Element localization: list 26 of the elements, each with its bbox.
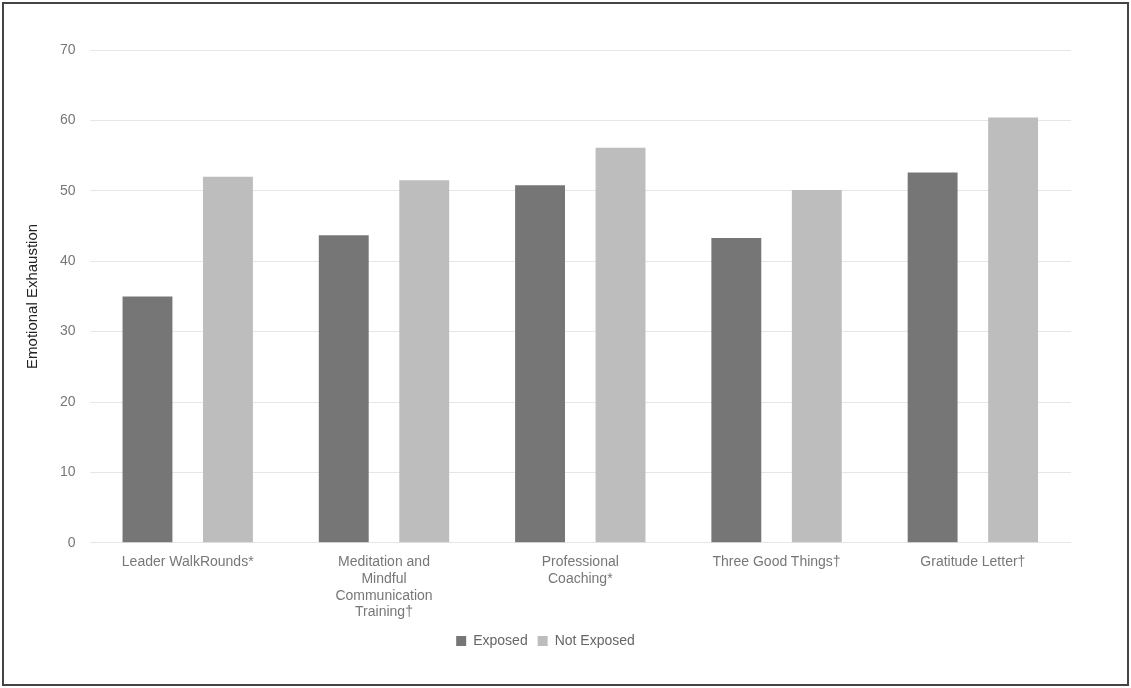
bar (791, 190, 842, 543)
legend-label: Not Exposed (554, 631, 635, 648)
legend-label: Exposed (473, 631, 528, 648)
bar (711, 237, 762, 543)
y-tick-label: 10 (59, 463, 76, 480)
x-tick-label: Gratitude Letter† (920, 553, 1026, 570)
y-tick-label: 70 (59, 40, 76, 57)
y-tick-label: 0 (67, 533, 76, 550)
bar (988, 117, 1039, 543)
x-tick-label: Three Good Things† (712, 553, 841, 570)
bar (203, 176, 253, 543)
y-axis-title: Emotional Exhaustion (23, 223, 41, 369)
x-tick-label: Professional Coaching* (541, 553, 619, 586)
bar (318, 235, 369, 543)
y-tick-label: 50 (59, 181, 76, 198)
x-tick-label: Leader WalkRounds* (121, 553, 255, 570)
bar (515, 185, 565, 543)
bar (122, 296, 173, 543)
y-tick-label: 40 (59, 252, 76, 269)
y-tick-label: 30 (59, 322, 76, 339)
bar (399, 180, 450, 543)
bar (907, 172, 958, 543)
y-tick-label: 20 (59, 392, 76, 409)
x-tick-label: Meditation and Mindful Communication Training† (335, 553, 433, 620)
y-tick-label: 60 (59, 111, 76, 128)
bar (595, 147, 646, 543)
